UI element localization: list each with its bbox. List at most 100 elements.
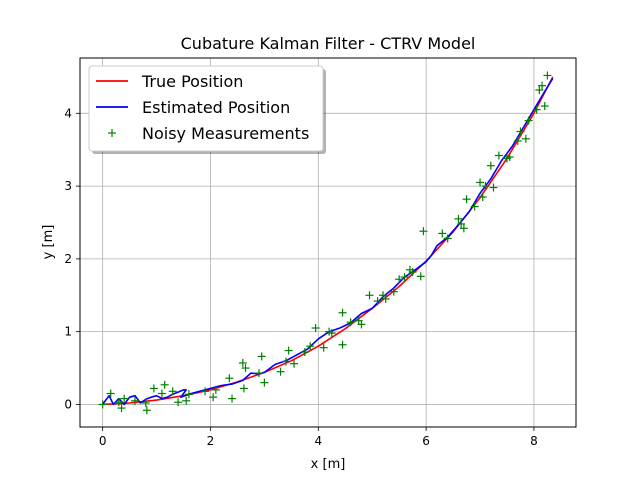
measurement-point <box>98 400 107 409</box>
noisy-measurements-points <box>98 71 552 415</box>
y-axis-label: y [m] <box>41 225 56 260</box>
estimated-position-line <box>101 77 554 406</box>
legend-item-true-position: True Position <box>96 72 243 91</box>
measurement-point <box>260 378 269 387</box>
measurement-point <box>281 357 290 366</box>
y-ticks: 0 1 2 3 4 <box>64 106 80 411</box>
legend-label: True Position <box>141 72 243 91</box>
measurement-point <box>290 359 299 368</box>
y-tick-label: 4 <box>64 106 72 120</box>
measurement-point <box>395 275 404 284</box>
measurement-point <box>365 291 374 300</box>
measurement-point <box>106 389 115 398</box>
measurement-point <box>142 406 151 415</box>
x-tick-label: 4 <box>314 434 322 448</box>
measurement-point <box>114 398 123 407</box>
legend: True Position Estimated Position Noisy Mea… <box>88 65 326 154</box>
measurement-point <box>389 287 398 296</box>
measurement-point <box>419 227 428 236</box>
x-tick-label: 6 <box>422 434 430 448</box>
measurement-point <box>276 367 285 376</box>
measurement-point <box>408 267 417 276</box>
y-tick-label: 1 <box>64 325 72 339</box>
measurement-point <box>543 71 552 80</box>
measurement-point <box>184 390 193 399</box>
measurement-point <box>505 152 514 161</box>
legend-item-noisy-measurements: Noisy Measurements <box>108 124 309 143</box>
measurement-point <box>130 396 139 405</box>
measurement-point <box>494 151 503 160</box>
measurement-point <box>478 193 487 202</box>
measurement-point <box>521 134 530 143</box>
measurement-point <box>416 272 425 281</box>
measurement-point <box>239 384 248 393</box>
measurement-point <box>141 398 150 407</box>
y-tick-label: 0 <box>64 397 72 411</box>
measurement-point <box>182 396 191 405</box>
measurement-point <box>338 308 347 317</box>
measurement-point <box>538 81 547 90</box>
x-ticks: 0 2 4 6 8 <box>99 427 538 448</box>
measurement-point <box>238 358 247 367</box>
measurement-point <box>300 348 309 357</box>
measurement-point <box>400 273 409 282</box>
measurement-point <box>241 364 250 373</box>
measurement-point <box>117 404 126 413</box>
measurement-point <box>225 374 234 383</box>
measurement-point <box>357 320 366 329</box>
y-tick-label: 3 <box>64 179 72 193</box>
legend-box <box>88 65 324 152</box>
measurement-point <box>149 384 158 393</box>
plot-frame <box>79 57 577 428</box>
measurement-point <box>174 398 183 407</box>
measurement-point <box>346 318 355 327</box>
x-tick-label: 8 <box>530 434 538 448</box>
measurement-point <box>489 183 498 192</box>
measurement-point <box>311 324 320 333</box>
measurement-point <box>470 202 479 211</box>
measurement-point <box>338 340 347 349</box>
legend-item-estimated-position: Estimated Position <box>96 98 290 117</box>
measurement-point <box>476 178 485 187</box>
measurement-point <box>486 161 495 170</box>
measurement-point <box>257 352 266 361</box>
x-tick-label: 0 <box>99 434 107 448</box>
measurement-point <box>443 234 452 243</box>
measurement-point <box>228 394 237 403</box>
measurement-point <box>532 105 541 114</box>
measurement-point <box>319 343 328 352</box>
measurement-point <box>284 346 293 355</box>
measurement-point <box>209 393 218 402</box>
measurement-point <box>327 329 336 338</box>
measurement-point <box>201 387 210 396</box>
x-tick-label: 2 <box>207 434 215 448</box>
measurement-point <box>120 394 129 403</box>
measurement-point <box>157 389 166 398</box>
measurement-point <box>160 380 169 389</box>
measurement-point <box>438 229 447 238</box>
measurement-point <box>462 195 471 204</box>
measurement-point <box>211 385 220 394</box>
measurement-point <box>516 127 525 136</box>
measurement-point <box>306 342 315 351</box>
chart-title: Cubature Kalman Filter - CTRV Model <box>181 34 476 53</box>
measurement-point <box>457 219 466 228</box>
true-position-line <box>102 76 554 406</box>
legend-swatch <box>108 129 116 137</box>
measurement-point <box>168 387 177 396</box>
measurement-point <box>373 297 382 306</box>
measurement-point <box>524 116 533 125</box>
measurement-point <box>454 214 463 223</box>
series-layer <box>98 71 554 415</box>
measurement-point <box>540 102 549 111</box>
legend-label: Estimated Position <box>142 98 290 117</box>
x-axis-label: x [m] <box>311 457 346 472</box>
measurement-point <box>481 182 490 191</box>
measurement-point <box>459 224 468 233</box>
y-tick-label: 2 <box>64 252 72 266</box>
measurement-point <box>513 136 522 145</box>
measurement-point <box>381 294 390 303</box>
measurement-point <box>535 86 544 95</box>
measurement-point <box>254 369 263 378</box>
